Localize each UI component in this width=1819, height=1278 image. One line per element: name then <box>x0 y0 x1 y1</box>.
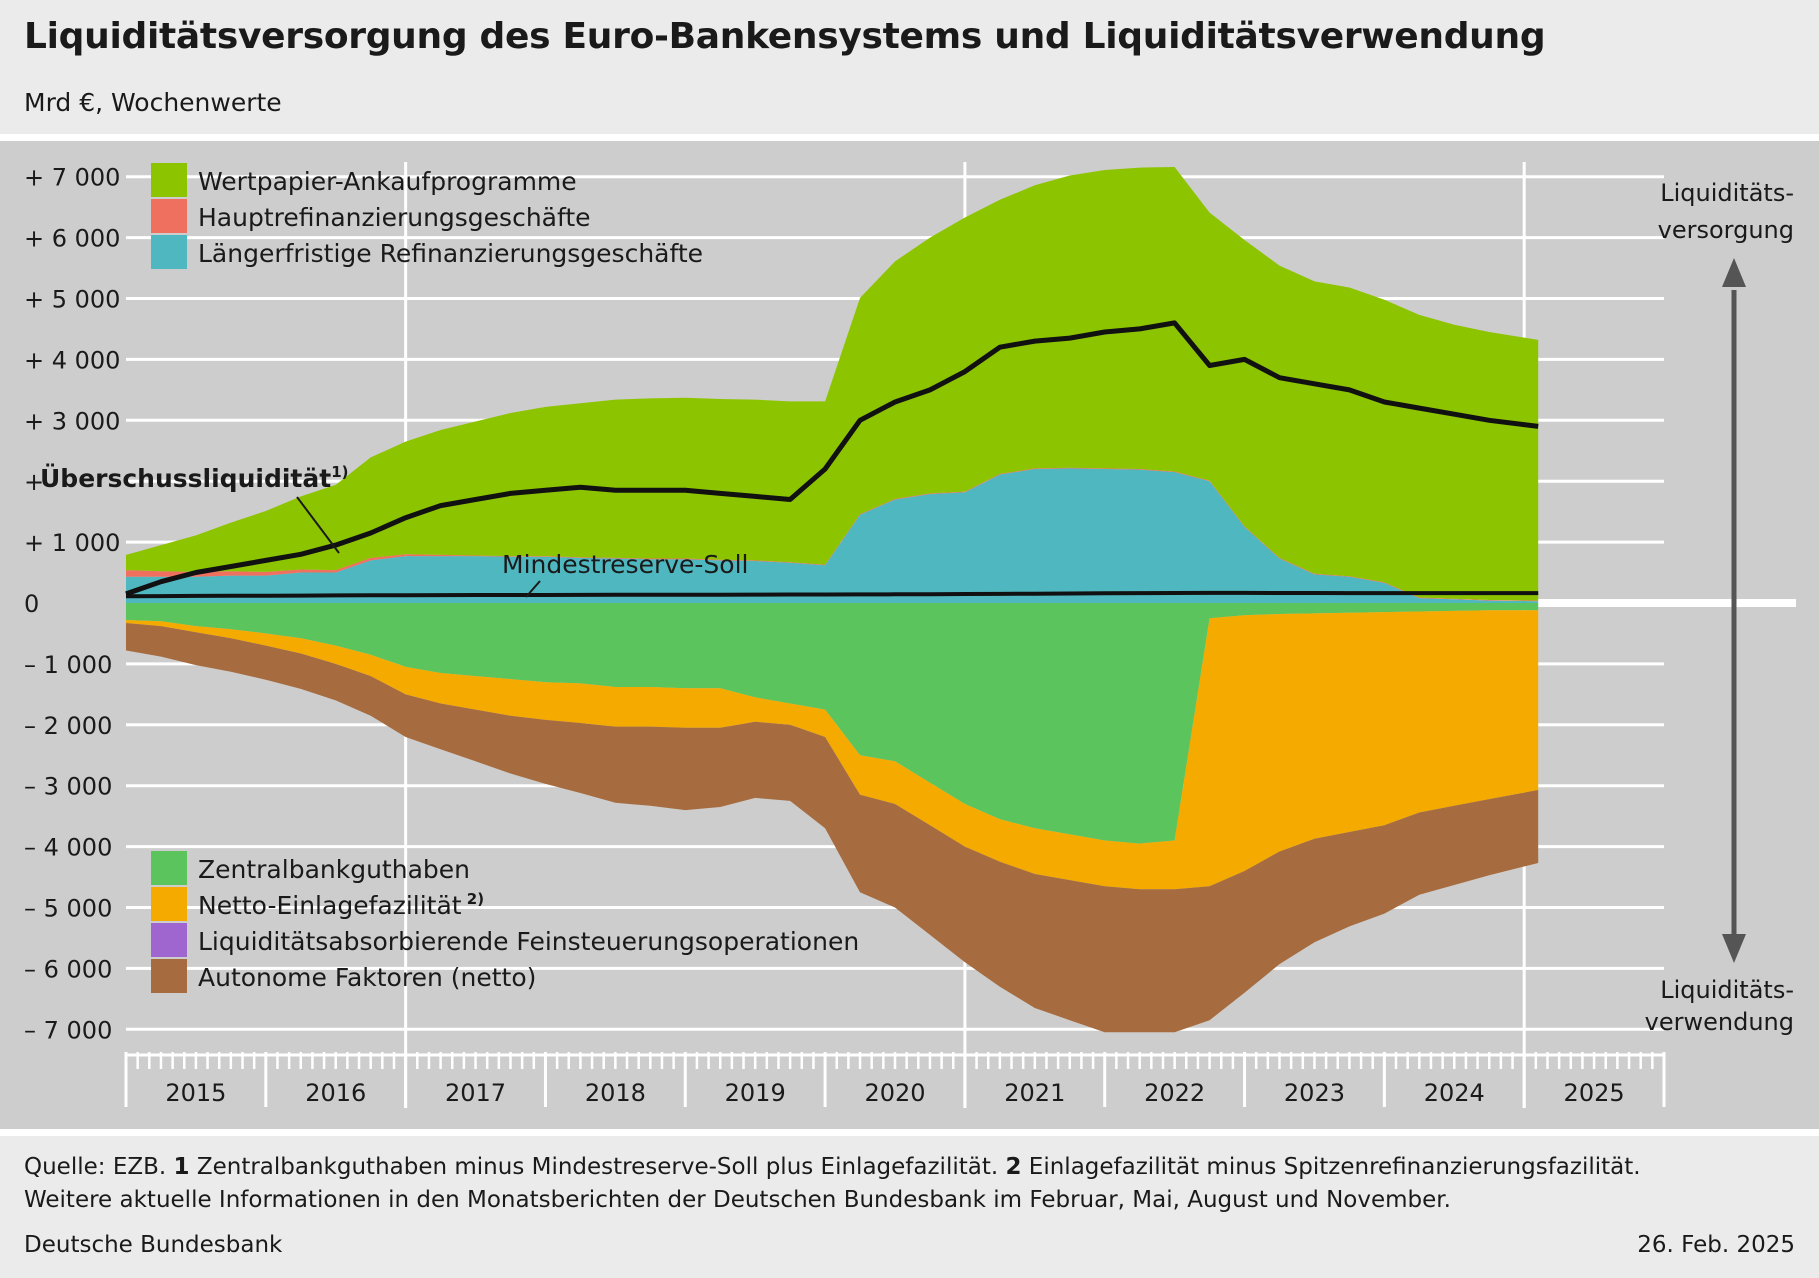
y-tick-label: – 3 000 <box>24 773 112 801</box>
reserve-requirement-leader <box>525 580 541 598</box>
x-tick-label: 2022 <box>1144 1079 1205 1107</box>
axes: + 7 000 + 6 000 + 5 000 + 4 000 + 3 000 + + 1 … <box>24 164 1666 1107</box>
x-tick-label: 2016 <box>305 1079 366 1107</box>
usage-label-line1: Liquiditäts- <box>1660 976 1794 1004</box>
legend-swatch <box>151 959 187 993</box>
line-excess <box>125 320 1539 597</box>
legends: Wertpapier-Ankaufprogramme Hauptrefinanzi… <box>151 163 859 993</box>
footnote-2-text: Einlagefazilität minus Spitzenrefinanzie… <box>1021 1154 1641 1180</box>
legend-swatch <box>151 887 187 921</box>
legend-label: Wertpapier-Ankaufprogramme <box>198 167 577 196</box>
x-tick-label: 2018 <box>585 1079 646 1107</box>
supply-label-line2: versorgung <box>1658 216 1794 244</box>
x-tick-label: 2021 <box>1004 1079 1065 1107</box>
y-tick-label: – 4 000 <box>24 834 112 862</box>
legend-swatch <box>151 199 187 233</box>
excess-liquidity-footnote-marker: 1) <box>331 463 348 481</box>
legend-label: Netto-Einlagefazilität 2) <box>198 890 484 920</box>
y-tick-label: + 4 000 <box>24 346 120 374</box>
legend-label: Liquiditätsabsorbierende Feinsteuerungso… <box>198 927 859 956</box>
y-tick-label: + 1 000 <box>24 529 120 557</box>
legend-label: Hauptrefinanzierungsgeschäfte <box>198 203 591 232</box>
footnote-line-2: Weitere aktuelle Informationen in den Mo… <box>24 1187 1451 1213</box>
excess-liquidity-leader <box>296 496 340 554</box>
area-ltro <box>126 468 1539 603</box>
area-mro <box>126 467 1539 602</box>
legend-label: Längerfristige Refinanzierungsgeschäfte <box>198 239 703 268</box>
area-cb_deposits <box>126 603 1539 844</box>
area-series <box>126 167 1539 1033</box>
y-tick-label: + <box>24 468 44 496</box>
usage-label-line2: verwendung <box>1645 1008 1794 1036</box>
area-deposit_facility <box>126 610 1539 890</box>
excess-liquidity-label: Überschussliquidität1) <box>40 463 348 493</box>
top-separator <box>0 134 1819 141</box>
page-title: Liquiditätsversorgung des Euro-Bankensys… <box>24 16 1546 57</box>
x-tick-label: 2023 <box>1284 1079 1345 1107</box>
page-subtitle: Mrd €, Wochenwerte <box>24 88 282 117</box>
y-tick-label: 0 <box>24 590 39 618</box>
y-tick-label: – 1 000 <box>24 651 112 679</box>
x-tick-label: 2015 <box>165 1079 226 1107</box>
legend-label: Autonome Faktoren (netto) <box>198 963 536 992</box>
x-tick-label: 2024 <box>1424 1079 1485 1107</box>
y-tick-label: + 3 000 <box>24 407 120 435</box>
bottom-separator <box>0 1129 1819 1136</box>
y-tick-label: + 5 000 <box>24 286 120 314</box>
area-autonomous <box>126 623 1539 1033</box>
reserve-requirement-label: Mindestreserve-Soll <box>502 550 748 579</box>
y-tick-label: – 6 000 <box>24 955 112 983</box>
footnote-prefix: Quelle: EZB. <box>24 1154 174 1180</box>
y-tick-label: – 5 000 <box>24 895 112 923</box>
line-series <box>125 320 1539 599</box>
x-tick-label: 2025 <box>1564 1079 1625 1107</box>
footnote-2-number: 2 <box>1005 1154 1022 1180</box>
header: Liquiditätsversorgung des Euro-Bankensys… <box>0 0 1819 134</box>
legend-label: Zentralbankguthaben <box>198 855 470 884</box>
annotations: Überschussliquidität1) Mindestreserve-Sol… <box>40 179 1794 1036</box>
x-tick-label: 2019 <box>725 1079 786 1107</box>
legend-swatch <box>151 851 187 885</box>
area-securities <box>126 167 1539 601</box>
supply-label-line1: Liquiditäts- <box>1660 179 1794 207</box>
footnote-1-text: Zentralbankguthaben minus Mindestreserve… <box>189 1154 1006 1180</box>
y-tick-label: – 7 000 <box>24 1016 112 1044</box>
footer-source: Deutsche Bundesbank <box>24 1232 283 1258</box>
legend-footnote-marker: 2) <box>462 890 485 908</box>
arrow-down-icon <box>1722 934 1746 963</box>
legend-swatch <box>151 163 187 197</box>
footnote-line-1: Quelle: EZB. 1 Zentralbankguthaben minus… <box>24 1154 1641 1180</box>
footnote-1-number: 1 <box>173 1154 190 1180</box>
y-tick-label: + 6 000 <box>24 225 120 253</box>
legend-swatch <box>151 235 187 269</box>
x-tick-label: 2017 <box>445 1079 506 1107</box>
legend-swatch <box>151 923 187 957</box>
y-tick-label: + 7 000 <box>24 164 120 192</box>
line-reserve_requirement <box>125 590 1539 599</box>
x-tick-label: 2020 <box>864 1079 925 1107</box>
y-tick-label: – 2 000 <box>24 712 112 740</box>
arrow-up-icon <box>1722 258 1746 287</box>
footer-date: 26. Feb. 2025 <box>1637 1232 1795 1258</box>
